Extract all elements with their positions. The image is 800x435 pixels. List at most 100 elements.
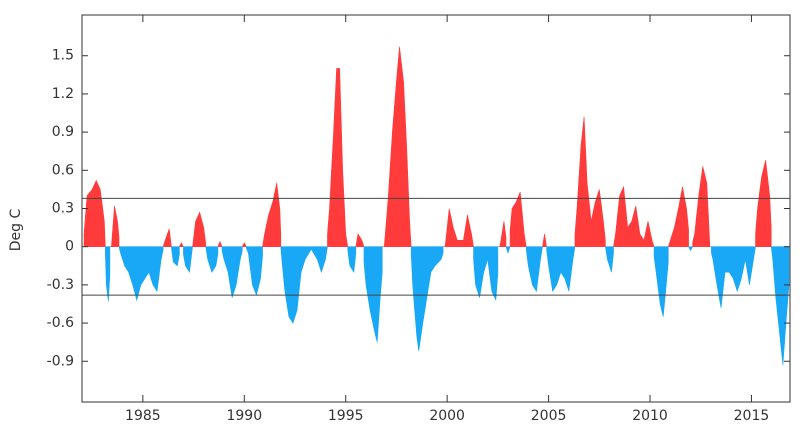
negative-area: [233, 246, 239, 292]
negative-area: [747, 246, 752, 285]
positive-area: [509, 204, 515, 247]
negative-area: [605, 246, 610, 266]
positive-area: [274, 182, 279, 247]
positive-area: [270, 192, 276, 247]
positive-area: [97, 184, 103, 247]
negative-area: [254, 246, 259, 297]
positive-area: [501, 221, 507, 247]
negative-area: [105, 246, 108, 294]
positive-area: [382, 221, 387, 247]
positive-area: [633, 205, 639, 247]
negative-area: [118, 246, 123, 260]
positive-area: [676, 197, 681, 247]
positive-area: [340, 119, 345, 247]
negative-area: [534, 246, 539, 293]
negative-area: [290, 246, 296, 324]
negative-area: [283, 246, 288, 305]
positive-area: [404, 113, 409, 247]
negative-area: [432, 246, 439, 270]
positive-area: [327, 170, 332, 247]
negative-area: [437, 246, 444, 264]
positive-area: [337, 68, 342, 247]
negative-area: [485, 246, 491, 276]
positive-area: [454, 233, 461, 247]
positive-area: [763, 160, 768, 247]
positive-area: [390, 106, 395, 247]
negative-area: [525, 246, 531, 276]
positive-area: [355, 233, 361, 247]
negative-area: [734, 246, 740, 293]
negative-area: [371, 246, 376, 336]
positive-area: [465, 214, 470, 247]
positive-area: [692, 214, 697, 247]
negative-area: [225, 246, 231, 285]
positive-area: [115, 213, 120, 247]
negative-area: [410, 246, 416, 311]
positive-area: [517, 191, 523, 247]
positive-area: [469, 224, 474, 247]
negative-area: [688, 246, 694, 252]
negative-area: [126, 246, 131, 279]
negative-area: [187, 246, 193, 274]
positive-area: [574, 176, 580, 247]
negative-area: [378, 246, 383, 320]
x-tick-label: 1990: [226, 408, 262, 424]
negative-area: [558, 246, 564, 279]
negative-area: [363, 246, 369, 298]
y-tick-label: 1.2: [52, 86, 74, 102]
negative-area: [657, 246, 662, 311]
negative-area: [170, 246, 176, 265]
positive-area: [334, 68, 339, 247]
negative-area: [609, 246, 614, 273]
negative-area: [489, 246, 495, 296]
positive-area: [645, 221, 651, 247]
y-tick-label: 1.5: [52, 48, 74, 64]
positive-area: [397, 46, 402, 247]
negative-area: [183, 246, 188, 270]
positive-area: [582, 116, 586, 247]
positive-area: [684, 197, 689, 247]
negative-area: [319, 246, 324, 274]
negative-area: [473, 246, 478, 292]
positive-area: [578, 130, 583, 247]
negative-area: [146, 246, 152, 279]
positive-area: [672, 217, 677, 247]
negative-area: [154, 246, 160, 293]
negative-area: [323, 246, 328, 266]
negative-area: [428, 246, 434, 285]
negative-area: [205, 246, 211, 266]
negative-area: [280, 246, 284, 276]
negative-area: [258, 246, 263, 287]
positive-area: [513, 196, 519, 247]
negative-area: [250, 246, 255, 291]
negative-area: [661, 246, 666, 317]
negative-area: [718, 246, 724, 308]
negative-area: [367, 246, 373, 320]
positive-area: [277, 195, 282, 247]
negative-area: [221, 246, 227, 266]
positive-area: [166, 228, 172, 247]
positive-area: [497, 233, 503, 247]
positive-area: [407, 183, 412, 247]
negative-area: [751, 246, 756, 273]
positive-area: [460, 227, 466, 247]
negative-area: [142, 246, 148, 283]
negative-area: [134, 246, 140, 302]
positive-area: [696, 181, 702, 247]
negative-area: [158, 246, 164, 276]
negative-area: [505, 246, 511, 255]
negative-area: [781, 246, 785, 366]
positive-area: [89, 184, 95, 247]
positive-area: [667, 233, 673, 247]
negative-area: [237, 246, 243, 273]
positive-area: [394, 63, 399, 247]
positive-area: [217, 240, 223, 247]
negative-area: [570, 246, 576, 276]
negative-area: [122, 246, 127, 270]
positive-area: [192, 216, 198, 247]
negative-area: [175, 246, 180, 267]
negative-area: [477, 246, 482, 298]
negative-area: [711, 246, 716, 273]
negative-area: [777, 246, 782, 351]
negative-area: [730, 246, 736, 285]
